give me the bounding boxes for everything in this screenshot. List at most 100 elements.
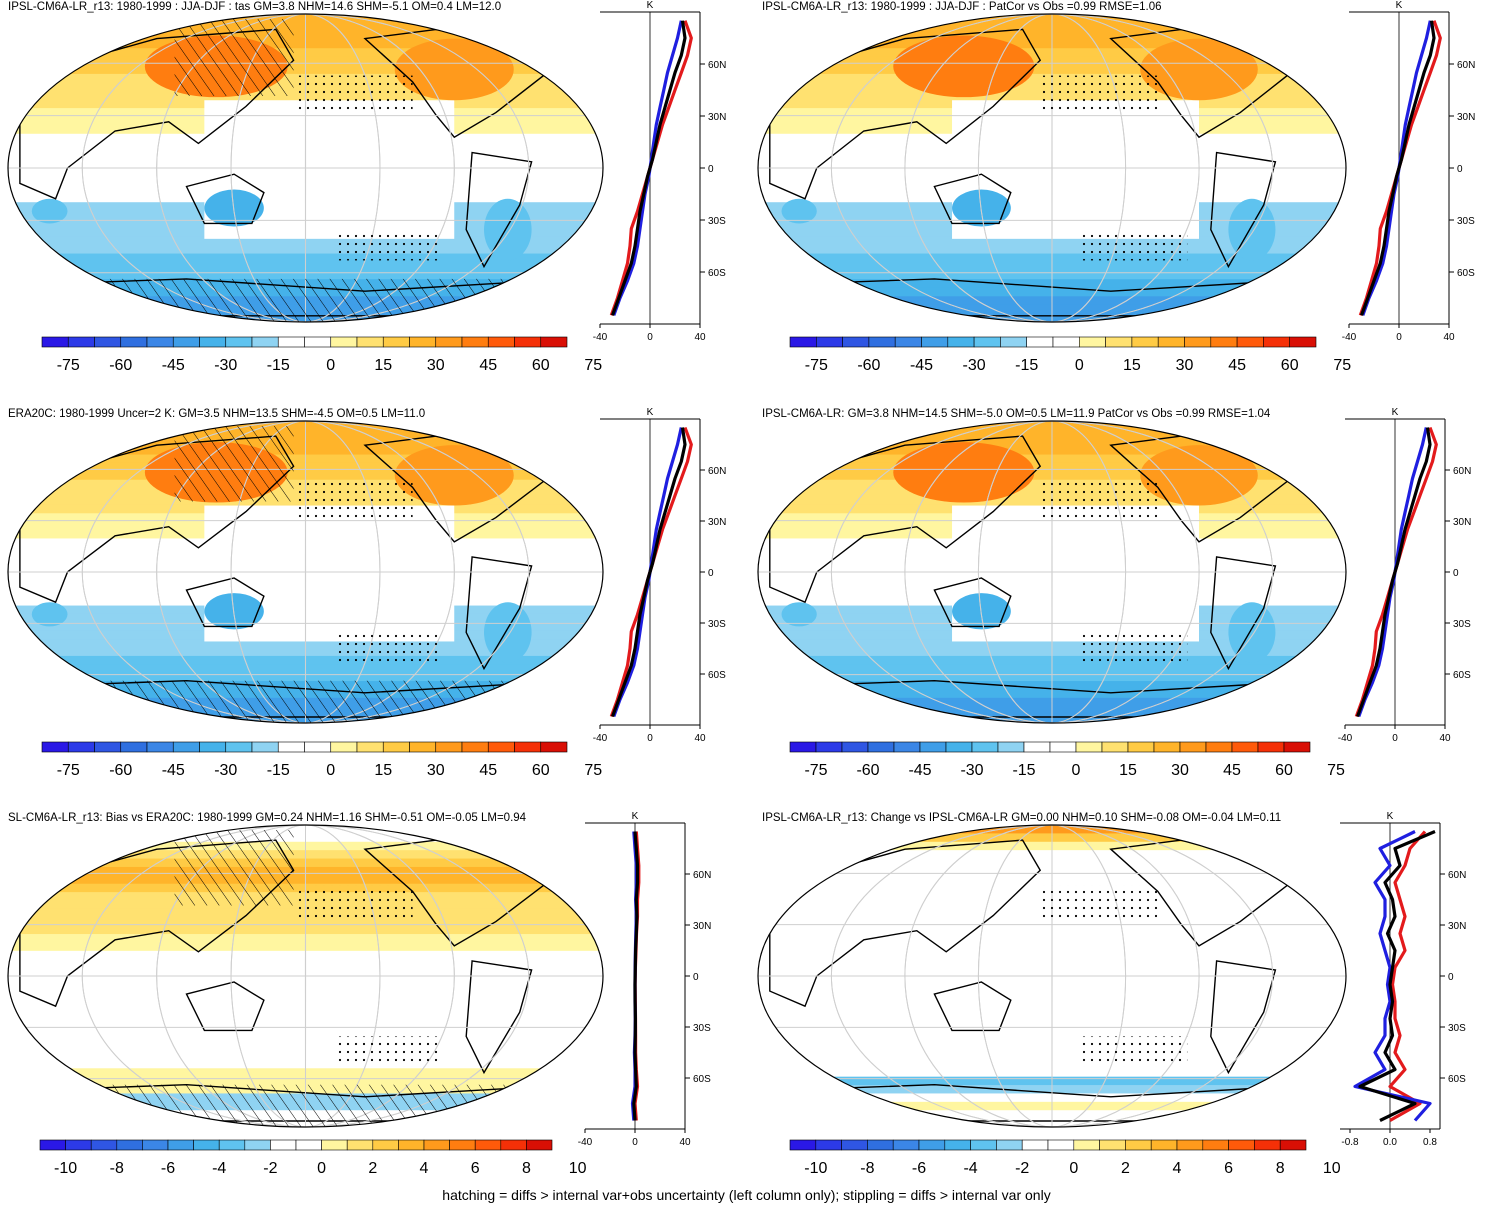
colorbar-bin (409, 741, 437, 753)
south-america-field (1228, 198, 1276, 261)
colorbar-bin (1231, 741, 1259, 753)
colorbar-tick-label: -60 (109, 762, 132, 779)
zonal-profile: K 60N 30N 0 30S 60S -40 0 40 (578, 811, 712, 1148)
map-border (757, 824, 1347, 1128)
colorbar-tick-label: -8 (860, 1160, 874, 1177)
colorbar-bin (1279, 1139, 1307, 1151)
profile-lat-label: 0 (708, 568, 714, 579)
colorbar-bin (868, 336, 896, 348)
colorbar-tick-label: 30 (427, 357, 445, 374)
profile-x-label: 0 (1392, 733, 1398, 744)
colorbar-bin (435, 741, 463, 753)
colorbar-tick-label: -30 (214, 762, 237, 779)
profile-x-label: 0 (647, 733, 653, 744)
coastline (185, 981, 265, 1032)
profile-line-black (1358, 830, 1436, 1122)
colorbar-bin (867, 741, 895, 753)
graticule (8, 825, 603, 1127)
colorbar-tick-label: -30 (963, 357, 986, 374)
colorbar-tick-label: 15 (374, 762, 392, 779)
colorbar-tick-label: -30 (214, 357, 237, 374)
colorbar-bin (1131, 336, 1159, 348)
coastline (465, 960, 533, 1075)
colorbar-bin (1101, 741, 1129, 753)
colorbar-tick-label: 2 (368, 1160, 377, 1177)
panel-title: IPSL-CM6A-LR_r13: Change vs IPSL-CM6A-LR… (762, 812, 1281, 824)
coastline (465, 151, 533, 269)
colorbar-bin (500, 1139, 527, 1151)
colorbar-bin (841, 741, 869, 753)
profile-lat-label: 30N (1457, 112, 1475, 123)
coastline (465, 556, 533, 671)
colorbar-bin (841, 1139, 868, 1151)
colorbar-bin (947, 336, 975, 348)
colorbar-bin (270, 1139, 297, 1151)
colorbar-tick-label: 45 (1228, 357, 1246, 374)
colorbar-bin (120, 336, 148, 348)
profile-lat-label: 30N (708, 517, 726, 528)
profile-line-black (610, 20, 687, 316)
colorbar-bin (461, 336, 489, 348)
colorbar-bin (142, 1139, 169, 1151)
colorbar-tick-label: -2 (263, 1160, 277, 1177)
profile-x-label: 0 (632, 1137, 638, 1148)
australia-field (952, 593, 1011, 630)
colorbar: -10 -8 -6 -4 -2 0 2 4 6 8 10 (39, 1139, 587, 1177)
colorbar-bin (356, 741, 384, 753)
profile-x-label: 40 (1443, 332, 1455, 343)
stippling (1040, 481, 1158, 518)
stippling (293, 75, 413, 113)
profile-line-black (632, 831, 640, 1121)
coastline (19, 435, 295, 604)
colorbar-bin (815, 1139, 842, 1151)
colorbar-bin (1000, 336, 1028, 348)
profile-x-label: 40 (694, 733, 706, 744)
coastline (185, 577, 265, 628)
profile-lat-label: 60N (1448, 870, 1466, 881)
colorbar-tick-label: -4 (212, 1160, 226, 1177)
graticule (758, 421, 1346, 723)
colorbar-tick-label: 10 (1323, 1160, 1341, 1177)
colorbar-tick-label: 0 (326, 357, 335, 374)
meridian (156, 825, 455, 1127)
meridian (830, 14, 1274, 322)
meridian (81, 421, 530, 723)
zonal-profile: K 60N 30N 0 30S 60S -40 0 40 (1342, 0, 1476, 343)
colorbar-bin (1047, 1139, 1075, 1151)
profile-x-label: 0 (647, 332, 653, 343)
colorbar-bin (94, 336, 122, 348)
zonal-profile: K 60N 30N 0 30S 60S -40 0 40 (1338, 407, 1472, 744)
colorbar-bin (1049, 741, 1077, 753)
profile-lat-label: 60N (708, 466, 726, 477)
colorbar-bin (382, 741, 410, 753)
colorbar: -10 -8 -6 -4 -2 0 2 4 6 8 10 (789, 1139, 1341, 1177)
profile-x-label: -40 (1342, 332, 1357, 343)
australia-field (952, 189, 1011, 227)
meridian (230, 14, 381, 322)
colorbar-bin (1157, 336, 1185, 348)
profile-lat-label: 30S (1457, 216, 1475, 227)
profile-unit-label: K (647, 0, 654, 11)
colorbar-bin (815, 741, 843, 753)
colorbar-bin (540, 741, 568, 753)
profile-x-label: 0.0 (1383, 1137, 1397, 1148)
colorbar-bin (526, 1139, 553, 1151)
colorbar-tick-label: 6 (1224, 1160, 1233, 1177)
colorbar-bin (1026, 336, 1054, 348)
asia-field (893, 35, 1035, 98)
meridian (904, 421, 1200, 723)
map-field (8, 825, 603, 1127)
colorbar-tick-label: -4 (963, 1160, 977, 1177)
colorbar-bin (919, 741, 947, 753)
meridian (156, 421, 455, 723)
colorbar-tick-label: 4 (420, 1160, 429, 1177)
colorbar-tick-label: -8 (110, 1160, 124, 1177)
zonal-profile: K 60N 30N 0 30S 60S -0.8 0.0 0.8 (1340, 811, 1466, 1148)
colorbar-bin (1073, 1139, 1100, 1151)
north-america-field (394, 38, 514, 101)
colorbar-tick-label: 0 (317, 1160, 326, 1177)
profile-x-label: 0 (1396, 332, 1402, 343)
colorbar-tick-label: -6 (161, 1160, 175, 1177)
colorbar-bin (996, 1139, 1023, 1151)
colorbar: -75 -60 -45 -30 -15 0 15 30 45 60 75 (41, 336, 602, 374)
